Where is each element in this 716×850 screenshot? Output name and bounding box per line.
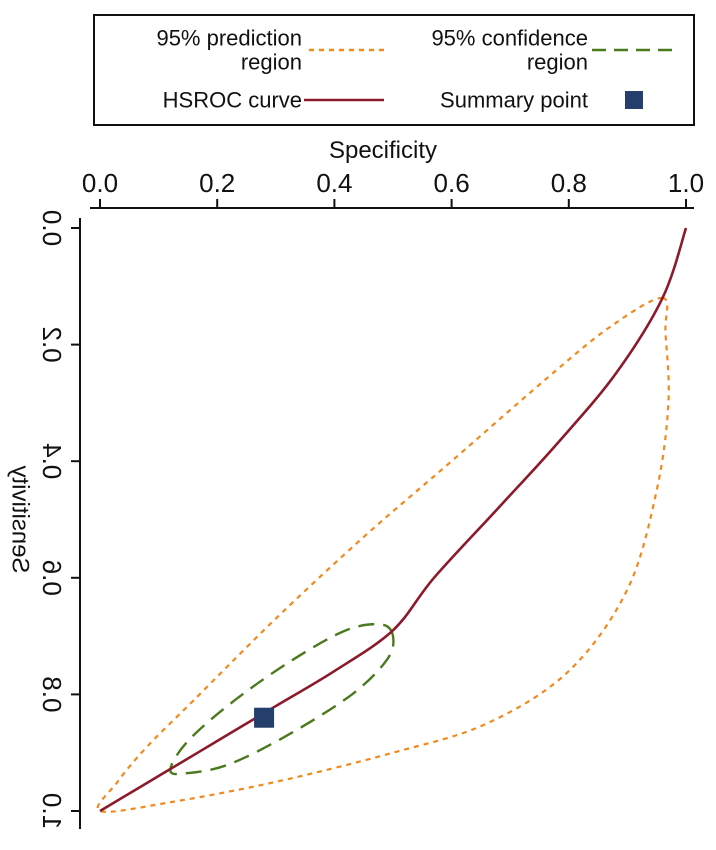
summary-point-marker bbox=[254, 707, 275, 728]
x-tick-label: 0.2 bbox=[199, 168, 235, 198]
x-tick-label: 0.8 bbox=[551, 168, 587, 198]
x-tick-label: 1.0 bbox=[668, 168, 704, 198]
x-tick-label: 0.0 bbox=[82, 168, 118, 198]
confidence-region bbox=[169, 622, 395, 776]
y-tick-label: 0.4 bbox=[37, 443, 67, 479]
x-tick-label: 0.6 bbox=[434, 168, 470, 198]
prediction-region bbox=[96, 296, 670, 813]
y-tick-label: 0.8 bbox=[37, 676, 67, 712]
y-axis-title: Sensitivity bbox=[7, 465, 34, 573]
y-tick-label: 0.2 bbox=[37, 327, 67, 363]
x-axis-title: Specificity bbox=[329, 137, 437, 164]
legend-label: 95% confidence bbox=[431, 26, 588, 51]
legend-box bbox=[93, 14, 695, 126]
axes: 1.0 0.8 0.6 0.4 0.2 0.0 0.0 0.2 0.4 0.6 0.8 1.0 bbox=[37, 168, 704, 829]
y-tick-label: 0.6 bbox=[37, 560, 67, 596]
legend-label: region bbox=[241, 50, 302, 75]
legend-label: HSROC curve bbox=[163, 88, 302, 113]
y-tick-label: 1.0 bbox=[37, 793, 67, 829]
legend-label: 95% prediction bbox=[156, 26, 302, 51]
y-tick-label: 0.0 bbox=[37, 210, 67, 246]
legend-symbol-square bbox=[625, 91, 643, 109]
legend-label: region bbox=[527, 50, 588, 75]
hsroc-curve bbox=[99, 227, 688, 813]
x-tick-label: 0.4 bbox=[316, 168, 352, 198]
legend-label: Summary point bbox=[440, 88, 588, 113]
plot-area bbox=[96, 227, 688, 813]
